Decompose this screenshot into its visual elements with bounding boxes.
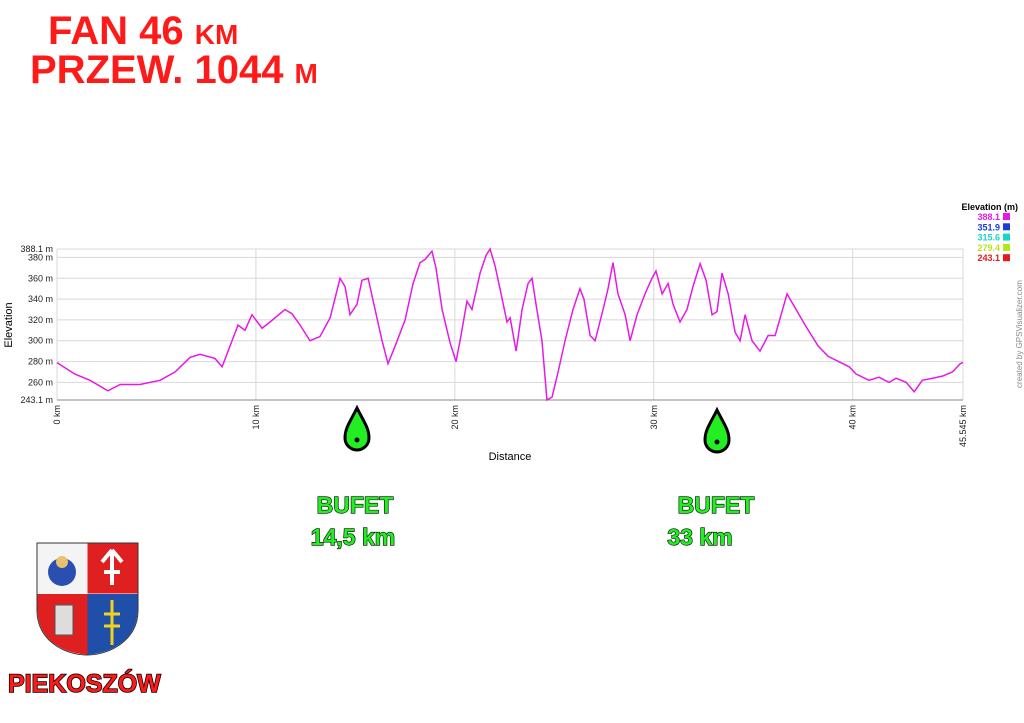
legend-swatch — [1003, 213, 1010, 220]
x-tick-label: 30 km — [649, 405, 659, 430]
legend-label: 243.1 — [977, 253, 1000, 263]
y-tick-label: 243.1 m — [20, 395, 53, 405]
legend-label: 315.6 — [977, 233, 1000, 243]
y-axis-title: Elevation — [3, 302, 15, 347]
credit: created by GPSVisualizer.com — [1015, 280, 1024, 388]
bufet-distance: 33 km — [667, 524, 732, 550]
legend-swatch — [1003, 223, 1010, 231]
y-tick-label: 340 m — [28, 294, 53, 304]
y-tick-label: 260 m — [28, 377, 53, 387]
x-tick-label: 20 km — [450, 405, 460, 430]
bufet-label: BUFET — [678, 492, 755, 518]
legend-swatch — [1003, 233, 1010, 241]
bufet-marker — [703, 406, 731, 454]
y-tick-label: 388.1 m — [20, 244, 53, 254]
legend-label: 388.1 — [977, 212, 1000, 222]
bufet-distance: 14,5 km — [311, 524, 395, 550]
x-tick-label: 10 km — [251, 405, 261, 430]
x-axis-title: Distance — [489, 451, 532, 463]
marker-dot — [714, 439, 720, 445]
x-tick-label: 0 km — [52, 405, 62, 425]
y-tick-label: 320 m — [28, 315, 53, 325]
title: FAN 46 km — [48, 9, 238, 53]
legend-label: 279.4 — [977, 243, 1000, 253]
elevation-line — [56, 247, 964, 402]
bufet-label: BUFET — [317, 492, 394, 518]
y-tick-label: 300 m — [28, 336, 53, 346]
legend-label: 351.9 — [977, 222, 1000, 232]
marker-dot — [354, 437, 360, 443]
legend-title: Elevation (m) — [961, 202, 1018, 212]
legend-swatch — [1003, 254, 1010, 262]
bufet-marker — [343, 404, 371, 452]
legend-swatch — [1003, 243, 1010, 251]
y-tick-label: 360 m — [28, 273, 53, 283]
x-tick-label: 45.545 km — [958, 405, 968, 447]
coat-of-arms — [36, 542, 139, 656]
y-tick-label: 380 m — [28, 252, 53, 262]
subtitle: PRZEW. 1044 m — [30, 48, 318, 92]
x-tick-label: 40 km — [848, 405, 858, 430]
footer-label: PIEKOSZÓW — [8, 668, 161, 698]
y-tick-label: 280 m — [28, 357, 53, 367]
